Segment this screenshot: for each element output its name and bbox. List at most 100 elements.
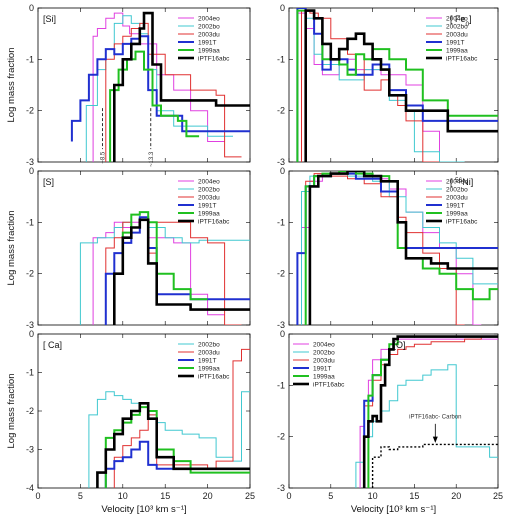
legend-label: 2003du	[198, 194, 220, 201]
title-suffix: ]	[469, 14, 472, 24]
legend-label: iPTF16abc	[446, 218, 478, 225]
y-tick-label: -2	[277, 432, 285, 442]
series-line-iptf16abc	[362, 335, 498, 488]
legend-label: 1999aa	[198, 47, 220, 54]
legend-label: iPTF16abc	[198, 55, 230, 62]
legend-label: 1999aa	[313, 373, 335, 380]
series-line-1999aa	[113, 211, 208, 325]
x-tick-label: 25	[493, 491, 503, 501]
series-line-1991t	[296, 8, 498, 162]
legend-label: 2003du	[446, 194, 468, 201]
panel-title: [ 56Ni]	[450, 177, 473, 188]
x-tick-label: 20	[451, 491, 461, 501]
annotation-text: iPTF16abc- Carbon	[409, 415, 461, 421]
x-tick-label: 0	[35, 491, 40, 501]
series-line-2003du	[363, 336, 498, 488]
y-tick-label: -3	[277, 483, 285, 493]
y-tick-label: -1	[26, 217, 34, 227]
x-tick-label: 25	[245, 491, 255, 501]
panel-title: [ Ca]	[43, 340, 62, 350]
legend-label: 1999aa	[446, 210, 468, 217]
title-superscript: 56	[455, 177, 463, 184]
legend-label: 2002bo	[446, 23, 468, 30]
y-tick-label: -2	[26, 106, 34, 116]
legend-label: iPTF16abc	[198, 218, 230, 225]
panel-frame	[37, 7, 251, 163]
x-tick-label: 0	[286, 491, 291, 501]
legend-label: 2004eo	[198, 15, 220, 22]
legend-label: 1999aa	[198, 210, 220, 217]
series-line-iptf16abc	[308, 171, 498, 325]
y-tick-label: -3	[26, 157, 34, 167]
y-axis-label: Log mass fraction	[6, 374, 17, 449]
panel-frame	[288, 7, 499, 163]
legend-label: 1999aa	[446, 47, 468, 54]
series-line-iptf16abc	[113, 11, 250, 162]
y-tick-label: 0	[280, 3, 285, 13]
series-line-2002bo	[355, 364, 498, 488]
panel-frame	[37, 170, 251, 326]
y-tick-label: -2	[277, 106, 285, 116]
annotation-arrowhead	[432, 436, 438, 443]
legend-label: 2002bo	[198, 341, 220, 348]
title-text: [	[450, 177, 455, 187]
legend-label: 2003du	[198, 349, 220, 356]
y-tick-label: 0	[280, 329, 285, 339]
title-text: [Si]	[43, 14, 56, 24]
series-line-2003du	[105, 22, 242, 162]
panel-frame	[288, 333, 499, 489]
series-line-2004eo	[92, 12, 225, 162]
y-tick-label: -4	[26, 483, 34, 493]
series-line-iptf16abc-carbon	[371, 443, 498, 488]
legend-label: iPTF16abc	[313, 381, 345, 388]
panel-5: -4 -3 -2 -1 0 0 5 10 15 20 25 Log mass fraction Velo…	[6, 329, 255, 515]
legend-label: 2004eo	[198, 178, 220, 185]
x-tick-label: 15	[409, 491, 419, 501]
y-axis-label: Log mass fraction	[6, 211, 17, 286]
y-tick-label: -1	[26, 368, 34, 378]
series-line-iptf16abc	[304, 9, 498, 162]
series-group	[355, 335, 498, 488]
legend-label: 2004eo	[446, 15, 468, 22]
y-tick-label: -1	[277, 54, 285, 64]
legend-label: 1991T	[198, 202, 216, 209]
panel-2: -3-2-10[ Fe0]2004eo2002bo2003du1991T1999…	[277, 3, 499, 167]
panel-1: -3 -2 -1 0 Log mass fraction [Si] 2004eo2002bo…	[6, 3, 251, 167]
panel-title: [Si]	[43, 14, 56, 24]
panel-title: [ Fe0]	[450, 14, 472, 28]
y-tick-label: -1	[277, 217, 285, 227]
legend-label: 2002bo	[198, 23, 220, 30]
x-axis-label: Velocity [10³ km s⁻¹]	[351, 504, 436, 515]
legend-label: 2002bo	[313, 349, 335, 356]
legend-label: 1999aa	[198, 365, 220, 372]
title-subscript: 0	[466, 21, 470, 28]
x-tick-label: 5	[78, 491, 83, 501]
legend-label: 2003du	[446, 31, 468, 38]
panel-3: -3 -2 -1 0 Log mass fraction [S] 2004eo2002bo2…	[6, 166, 251, 330]
legend-label: 2004eo	[313, 341, 335, 348]
title-suffix: Ni]	[462, 177, 473, 187]
series-group	[79, 211, 250, 325]
y-tick-label: -3	[277, 320, 285, 330]
panel-6: -3 -2 -1 0 0 5 10 15 20 25 Velocity [10³ km s⁻¹] [O…	[277, 329, 503, 515]
legend-label: 2003du	[198, 31, 220, 38]
y-axis-label: Log mass fraction	[6, 48, 17, 123]
y-tick-label: -3	[277, 157, 285, 167]
y-tick-label: -3	[26, 445, 34, 455]
legend-label: 2002bo	[198, 186, 220, 193]
series-line-1999aa	[109, 50, 200, 162]
series-line-1999aa	[296, 9, 498, 162]
x-tick-label: 20	[203, 491, 213, 501]
series-group	[296, 8, 498, 162]
y-tick-label: 0	[29, 3, 34, 13]
y-tick-label: -1	[277, 380, 285, 390]
x-tick-label: 10	[368, 491, 378, 501]
y-tick-label: 0	[29, 166, 34, 176]
panel-title: [S]	[43, 177, 54, 187]
